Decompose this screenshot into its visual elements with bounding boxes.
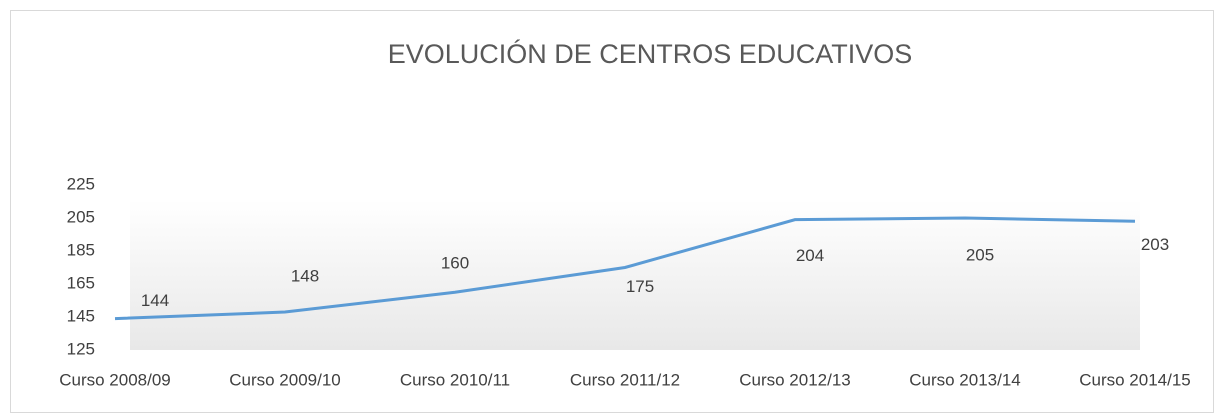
line [114,216,1136,321]
x-tick-label: Curso 2011/12 [570,370,680,389]
x-tick-label: Curso 2012/13 [739,370,851,389]
x-tick-label: Curso 2013/14 [909,370,1021,389]
x-tick-label: Curso 2014/15 [1079,370,1191,389]
data-label: 204 [796,246,824,265]
y-tick-label: 125 [67,339,95,358]
y-tick-label: 165 [67,273,95,292]
data-label: 144 [141,291,169,310]
plot-background [130,200,1140,350]
data-label: 203 [1141,235,1169,254]
x-tick-label: Curso 2010/11 [400,370,510,389]
x-tick-label: Curso 2009/10 [229,370,341,389]
y-tick-label: 205 [67,207,95,226]
y-tick-label: 145 [67,306,95,325]
chart-title: EVOLUCIÓN DE CENTROS EDUCATIVOS [388,38,913,69]
data-label: 205 [966,245,994,264]
data-label: 175 [626,277,654,296]
y-tick-label: 185 [67,240,95,259]
data-label: 160 [441,254,469,273]
data-label: 148 [291,267,319,286]
x-tick-label: Curso 2008/09 [59,370,171,389]
y-tick-label: 225 [67,174,95,193]
